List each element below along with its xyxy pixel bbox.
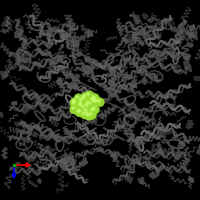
Circle shape bbox=[93, 96, 95, 98]
Circle shape bbox=[70, 98, 78, 106]
Circle shape bbox=[96, 98, 104, 106]
Circle shape bbox=[87, 93, 89, 95]
Circle shape bbox=[96, 98, 105, 107]
Circle shape bbox=[84, 110, 93, 119]
Circle shape bbox=[86, 112, 88, 114]
Circle shape bbox=[93, 97, 95, 100]
Circle shape bbox=[79, 102, 81, 105]
Circle shape bbox=[91, 94, 99, 103]
Circle shape bbox=[89, 96, 98, 105]
Circle shape bbox=[77, 101, 85, 109]
Circle shape bbox=[93, 100, 95, 102]
Circle shape bbox=[75, 108, 84, 117]
Circle shape bbox=[91, 98, 93, 100]
Circle shape bbox=[84, 109, 87, 111]
Circle shape bbox=[91, 96, 100, 104]
Circle shape bbox=[71, 100, 79, 109]
Circle shape bbox=[78, 101, 86, 109]
Circle shape bbox=[85, 112, 94, 121]
Circle shape bbox=[85, 104, 88, 106]
Circle shape bbox=[77, 108, 85, 117]
Circle shape bbox=[88, 111, 96, 119]
Circle shape bbox=[71, 100, 79, 108]
Circle shape bbox=[84, 110, 92, 118]
Circle shape bbox=[78, 97, 86, 105]
Circle shape bbox=[79, 99, 82, 101]
Circle shape bbox=[85, 100, 93, 108]
Circle shape bbox=[85, 91, 94, 100]
Circle shape bbox=[89, 107, 97, 115]
Circle shape bbox=[78, 97, 86, 105]
Circle shape bbox=[71, 98, 79, 106]
Circle shape bbox=[77, 108, 85, 116]
Circle shape bbox=[91, 105, 99, 113]
Circle shape bbox=[73, 100, 75, 102]
Circle shape bbox=[89, 96, 97, 104]
Circle shape bbox=[79, 103, 81, 105]
Circle shape bbox=[72, 100, 74, 102]
Circle shape bbox=[86, 101, 88, 104]
Circle shape bbox=[75, 94, 83, 102]
Circle shape bbox=[80, 104, 89, 112]
Circle shape bbox=[85, 91, 93, 99]
Circle shape bbox=[91, 106, 100, 114]
Circle shape bbox=[87, 100, 95, 108]
Circle shape bbox=[82, 112, 85, 114]
Circle shape bbox=[80, 95, 88, 103]
Circle shape bbox=[91, 98, 100, 107]
Circle shape bbox=[75, 108, 83, 116]
Circle shape bbox=[91, 109, 93, 111]
Circle shape bbox=[91, 94, 99, 102]
Circle shape bbox=[91, 96, 99, 104]
Circle shape bbox=[93, 97, 101, 105]
Circle shape bbox=[77, 110, 79, 112]
Circle shape bbox=[83, 95, 85, 97]
Circle shape bbox=[81, 110, 89, 118]
Circle shape bbox=[91, 98, 99, 106]
Circle shape bbox=[72, 107, 74, 109]
Circle shape bbox=[93, 107, 95, 109]
Circle shape bbox=[84, 100, 92, 108]
Circle shape bbox=[77, 101, 85, 109]
Circle shape bbox=[90, 113, 92, 115]
Circle shape bbox=[93, 98, 102, 106]
Circle shape bbox=[80, 103, 88, 111]
Circle shape bbox=[70, 106, 79, 114]
Circle shape bbox=[87, 100, 95, 109]
Circle shape bbox=[75, 94, 83, 103]
Circle shape bbox=[85, 112, 93, 120]
Circle shape bbox=[82, 97, 84, 99]
Circle shape bbox=[83, 107, 91, 116]
Circle shape bbox=[72, 98, 80, 106]
Circle shape bbox=[78, 110, 81, 112]
Circle shape bbox=[80, 95, 89, 104]
Circle shape bbox=[83, 107, 91, 115]
Circle shape bbox=[77, 101, 86, 110]
Circle shape bbox=[82, 93, 90, 101]
Circle shape bbox=[84, 102, 92, 110]
Circle shape bbox=[71, 99, 79, 107]
Circle shape bbox=[73, 102, 75, 104]
Circle shape bbox=[89, 107, 98, 116]
Circle shape bbox=[76, 96, 79, 98]
Circle shape bbox=[95, 99, 97, 101]
Circle shape bbox=[81, 111, 89, 119]
Circle shape bbox=[70, 105, 78, 113]
Circle shape bbox=[98, 100, 100, 102]
Circle shape bbox=[88, 111, 97, 120]
Circle shape bbox=[84, 102, 92, 111]
Circle shape bbox=[82, 105, 84, 107]
Circle shape bbox=[81, 93, 89, 101]
Circle shape bbox=[87, 114, 89, 116]
Circle shape bbox=[89, 102, 91, 104]
